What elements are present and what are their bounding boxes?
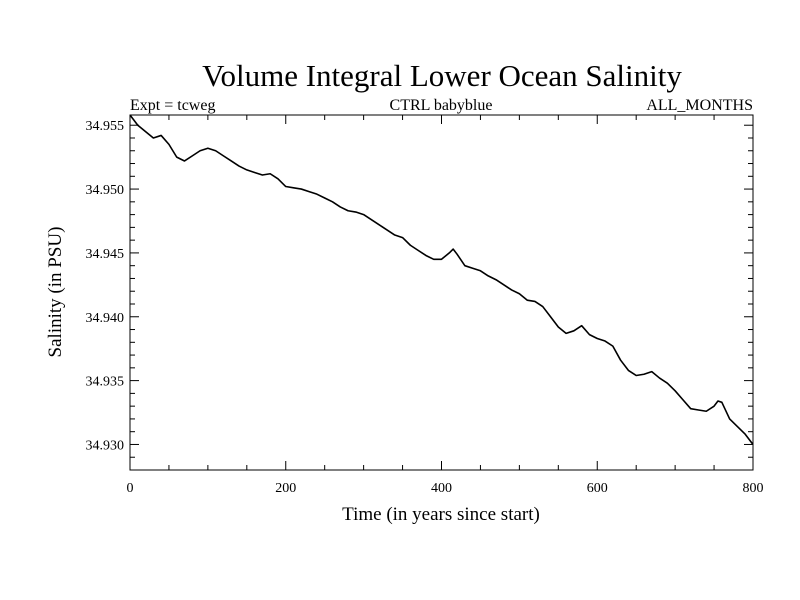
y-tick-label: 34.930 bbox=[86, 438, 125, 453]
x-axis-label: Time (in years since start) bbox=[342, 504, 540, 525]
salinity-series-line bbox=[129, 114, 754, 445]
plot-frame bbox=[129, 114, 754, 471]
y-axis-label: Salinity (in PSU) bbox=[45, 227, 66, 358]
x-tick-label: 200 bbox=[275, 481, 296, 496]
chart-title: Volume Integral Lower Ocean Salinity bbox=[202, 58, 682, 93]
y-tick-labels: 34.930 34.935 34.940 34.945 34.950 34.955 bbox=[86, 119, 125, 453]
axis-ticks bbox=[129, 115, 754, 471]
y-tick-label: 34.945 bbox=[86, 247, 125, 262]
x-tick-label: 0 bbox=[127, 481, 134, 496]
x-tick-labels: 0 200 400 600 800 bbox=[127, 481, 764, 496]
x-tick-label: 400 bbox=[431, 481, 452, 496]
control-label: CTRL babyblue bbox=[390, 97, 493, 114]
y-tick-label: 34.940 bbox=[86, 311, 125, 326]
y-tick-label: 34.955 bbox=[86, 119, 125, 134]
y-tick-label: 34.950 bbox=[86, 183, 125, 198]
y-tick-label: 34.935 bbox=[86, 375, 125, 390]
x-tick-label: 800 bbox=[743, 481, 764, 496]
experiment-label: Expt = tcweg bbox=[130, 97, 215, 114]
x-tick-label: 600 bbox=[587, 481, 608, 496]
months-label: ALL_MONTHS bbox=[646, 97, 753, 114]
